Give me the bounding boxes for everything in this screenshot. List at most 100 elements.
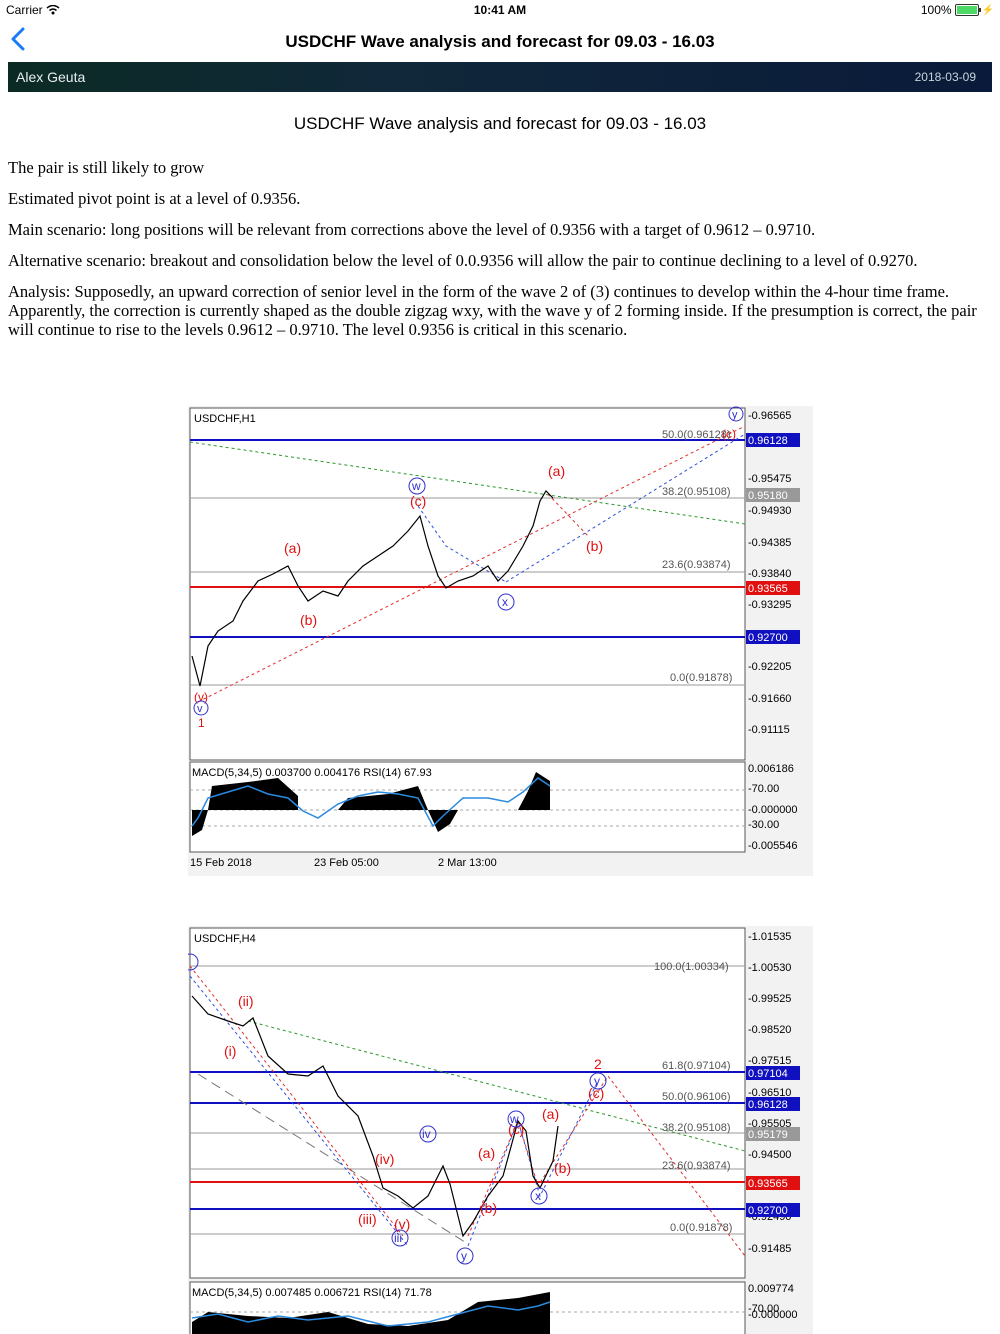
status-time: 10:41 AM (473, 3, 527, 17)
back-button[interactable] (10, 26, 34, 58)
svg-text:(a): (a) (284, 540, 301, 556)
svg-text:38.2(0.95108): 38.2(0.95108) (662, 486, 731, 498)
article-paragraph: Estimated pivot point is at a level of 0… (8, 189, 301, 208)
battery-percent: 100% (920, 3, 952, 17)
svg-text:(b): (b) (480, 1200, 497, 1216)
svg-text:-0.97515: -0.97515 (748, 1055, 791, 1067)
svg-text:0.95180: 0.95180 (748, 490, 788, 502)
carrier-label: Carrier (6, 3, 60, 17)
svg-text:(a): (a) (542, 1106, 559, 1122)
svg-text:-70.00: -70.00 (748, 783, 779, 795)
battery-icon (954, 4, 981, 16)
svg-text:(c): (c) (722, 427, 736, 441)
svg-text:(b): (b) (300, 612, 317, 628)
svg-text:23.6(0.93874): 23.6(0.93874) (662, 559, 731, 571)
svg-text:0.95179: 0.95179 (748, 1129, 788, 1141)
svg-text:(b): (b) (586, 538, 603, 554)
svg-text:23 Feb 05:00: 23 Feb 05:00 (314, 857, 379, 869)
svg-text:-1.00530: -1.00530 (748, 962, 791, 974)
svg-text:w: w (509, 1112, 519, 1126)
svg-text:0.0(0.91878): 0.0(0.91878) (670, 1222, 732, 1234)
svg-text:0.96128: 0.96128 (748, 435, 788, 447)
svg-text:15 Feb 2018: 15 Feb 2018 (190, 857, 252, 869)
svg-text:61.8(0.97104): 61.8(0.97104) (662, 1060, 731, 1072)
chart-symbol: USDCHF,H1 (194, 413, 256, 425)
svg-text:0.92700: 0.92700 (748, 632, 788, 644)
publish-date: 2018-03-09 (914, 70, 976, 84)
svg-text:-0.91660: -0.91660 (748, 693, 791, 705)
svg-text:(ii): (ii) (238, 993, 254, 1009)
svg-text:0.96128: 0.96128 (748, 1099, 788, 1111)
status-bar: Carrier 10:41 AM 100% ⚡ (0, 0, 1000, 22)
svg-text:(v): (v) (194, 690, 208, 704)
svg-text:y: y (461, 1249, 467, 1263)
charging-icon: ⚡ (981, 4, 994, 16)
nav-title: USDCHF Wave analysis and forecast for 09… (285, 32, 715, 51)
author-name[interactable]: Alex Geuta (16, 69, 86, 85)
svg-text:(c): (c) (410, 493, 426, 509)
article-paragraph: The pair is still likely to grow (8, 158, 205, 177)
article-body: The pair is still likely to grow Estimat… (8, 158, 992, 351)
svg-text:0.93565: 0.93565 (748, 1178, 788, 1190)
article-paragraph: Analysis: Supposedly, an upward correcti… (8, 282, 977, 339)
author-bar: Alex Geuta 2018-03-09 (8, 62, 992, 92)
chart-symbol: USDCHF,H4 (194, 933, 256, 945)
svg-text:-0.91115: -0.91115 (748, 724, 790, 736)
svg-text:50.0(0.96128): 50.0(0.96128) (662, 429, 731, 441)
navigation-bar: USDCHF Wave analysis and forecast for 09… (0, 22, 1000, 62)
svg-text:0.93565: 0.93565 (748, 583, 788, 595)
svg-text:y: y (732, 409, 738, 421)
svg-text:(iv): (iv) (375, 1151, 394, 1167)
svg-text:x: x (535, 1189, 541, 1203)
chart-image-h4: USDCHF,H4 (ii) (i) (iv) (iii) (v) (a) (b… (188, 926, 813, 1334)
svg-text:50.0(0.96106): 50.0(0.96106) (662, 1091, 731, 1103)
svg-text:-0.91485: -0.91485 (748, 1243, 791, 1255)
svg-text:-0.99525: -0.99525 (748, 993, 791, 1005)
svg-text:(iii): (iii) (358, 1211, 377, 1227)
svg-text:-30.00: -30.00 (748, 819, 779, 831)
svg-text:-0.000000: -0.000000 (748, 804, 798, 816)
svg-text:0.009774: 0.009774 (748, 1283, 794, 1295)
svg-text:-0.96565: -0.96565 (748, 410, 791, 422)
article-paragraph: Alternative scenario: breakout and conso… (8, 251, 918, 270)
svg-text:w: w (411, 479, 421, 493)
chart-image-h1: USDCHF,H1 (a) (b) (a) (b) (c) w x y (c) … (188, 406, 813, 876)
article-paragraph: Main scenario: long positions will be re… (8, 220, 816, 239)
svg-text:MACD(5,34,5) 0.007485 0.006721: MACD(5,34,5) 0.007485 0.006721 RSI(14) 7… (192, 1287, 432, 1299)
svg-text:-0.93840: -0.93840 (748, 568, 791, 580)
svg-text:0.92700: 0.92700 (748, 1205, 788, 1217)
svg-text:(a): (a) (478, 1145, 495, 1161)
battery-status: 100% ⚡ (921, 3, 994, 17)
wifi-icon (46, 3, 60, 17)
svg-text:-1.01535: -1.01535 (748, 931, 791, 943)
svg-text:(v): (v) (394, 1216, 410, 1232)
svg-text:0.0(0.91878): 0.0(0.91878) (670, 672, 732, 684)
svg-text:-0.98520: -0.98520 (748, 1024, 791, 1036)
chevron-left-icon (11, 27, 25, 51)
svg-text:y: y (594, 1074, 600, 1088)
svg-text:38.2(0.95108): 38.2(0.95108) (662, 1122, 731, 1134)
svg-text:-0.94385: -0.94385 (748, 537, 791, 549)
svg-text:-0.95475: -0.95475 (748, 473, 791, 485)
svg-text:2: 2 (594, 1056, 602, 1072)
svg-text:x: x (502, 595, 508, 609)
svg-text:-0.000000: -0.000000 (748, 1309, 798, 1321)
svg-text:MACD(5,34,5) 0.003700 0.004176: MACD(5,34,5) 0.003700 0.004176 RSI(14) 6… (192, 767, 432, 779)
svg-text:-0.96510: -0.96510 (748, 1087, 791, 1099)
svg-text:(c): (c) (508, 1121, 524, 1137)
article-title: USDCHF Wave analysis and forecast for 09… (293, 114, 707, 133)
svg-text:2 Mar 13:00: 2 Mar 13:00 (438, 857, 497, 869)
svg-text:-0.005546: -0.005546 (748, 840, 798, 852)
svg-text:-70.00: -70.00 (748, 1303, 779, 1315)
svg-text:(b): (b) (554, 1160, 571, 1176)
svg-text:0.006186: 0.006186 (748, 763, 794, 775)
svg-text:iv: iv (422, 1127, 431, 1141)
svg-text:-0.93295: -0.93295 (748, 599, 791, 611)
svg-text:1: 1 (198, 716, 205, 730)
svg-text:-0.92205: -0.92205 (748, 661, 791, 673)
svg-text:-0.94500: -0.94500 (748, 1149, 791, 1161)
svg-text:0.97104: 0.97104 (748, 1068, 788, 1080)
svg-text:(i): (i) (224, 1043, 236, 1059)
svg-text:100.0(1.00334): 100.0(1.00334) (654, 961, 729, 973)
svg-text:-0.94930: -0.94930 (748, 505, 791, 517)
